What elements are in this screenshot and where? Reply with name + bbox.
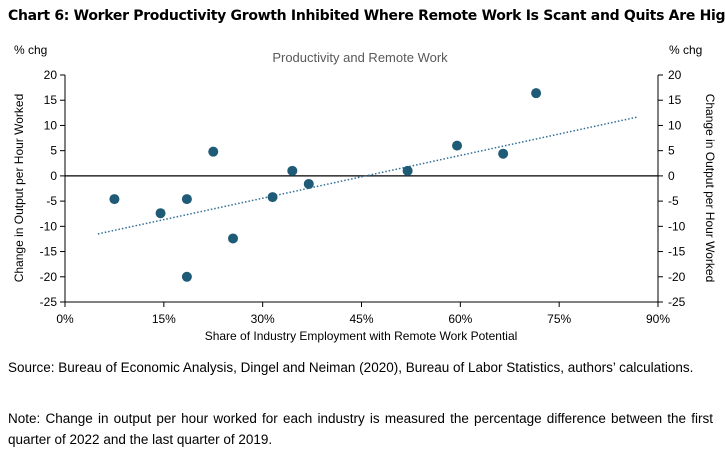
y-tick-label-left: -10 (40, 219, 58, 233)
data-point (452, 140, 463, 151)
y-tick-label-left: 5 (50, 144, 57, 158)
x-tick-label: 30% (251, 312, 275, 326)
trendline (97, 116, 639, 235)
plot-title: Productivity and Remote Work (272, 50, 448, 65)
y-tick-label-right: -5 (668, 194, 679, 208)
trendline-layer (97, 116, 639, 235)
y-tick-label-left: -5 (46, 194, 57, 208)
y-unit-right: % chg (669, 43, 702, 57)
y-tick-label-right: 5 (668, 144, 675, 158)
x-tick-label: 15% (152, 312, 176, 326)
x-tick-label: 60% (448, 312, 472, 326)
x-tick-label: 90% (646, 312, 670, 326)
x-tick-label: 45% (349, 312, 373, 326)
points-layer (109, 88, 542, 282)
data-point (303, 178, 314, 189)
data-point (155, 208, 166, 219)
x-axis-label: Share of Industry Employment with Remote… (205, 329, 518, 343)
y-tick-label-right: -15 (668, 245, 686, 259)
y-unit-left: % chg (14, 43, 47, 57)
data-point (109, 194, 120, 205)
data-point (402, 165, 413, 176)
y-tick-label-left: -20 (40, 270, 58, 284)
y-tick-label-left: 10 (44, 118, 58, 132)
axes-layer: -25 -25 -20 -20 -15 -15 -10 -10 -5 -5 0 0 5 5 10 10 15 15… (40, 68, 686, 326)
y-tick-label-left: -15 (40, 245, 58, 259)
y-axis-label-right: Change in Output per Hour Worked (703, 94, 717, 283)
x-tick-label: 75% (547, 312, 571, 326)
data-point (267, 192, 278, 203)
data-point (228, 233, 239, 244)
y-tick-label-right: 20 (668, 68, 682, 82)
y-tick-label-left: 20 (44, 68, 58, 82)
data-point (498, 148, 509, 159)
y-tick-label-left: 15 (44, 93, 58, 107)
y-tick-label-right: 15 (668, 93, 682, 107)
data-point (531, 88, 542, 99)
data-point (208, 146, 219, 157)
y-tick-label-right: 10 (668, 118, 682, 132)
note-text: Note: Change in output per hour worked f… (8, 411, 713, 447)
chart-title: Chart 6: Worker Productivity Growth Inhi… (8, 8, 725, 24)
data-point (287, 165, 298, 176)
y-tick-label-right: -25 (668, 295, 686, 309)
y-tick-label-right: 0 (668, 169, 675, 183)
y-tick-label-left: -25 (40, 295, 58, 309)
data-point (181, 194, 192, 205)
source-text: Source: Bureau of Economic Analysis, Din… (8, 360, 694, 375)
y-tick-label-right: -10 (668, 219, 686, 233)
data-point (181, 271, 192, 282)
y-tick-label-left: 0 (50, 169, 57, 183)
x-tick-label: 0% (56, 312, 74, 326)
y-tick-label-right: -20 (668, 270, 686, 284)
scatter-chart: -25 -25 -20 -20 -15 -15 -10 -10 -5 -5 0 0 5 5 10 10 15 15… (12, 43, 717, 343)
y-axis-label-left: Change in Output per Hour Worked (12, 94, 26, 283)
